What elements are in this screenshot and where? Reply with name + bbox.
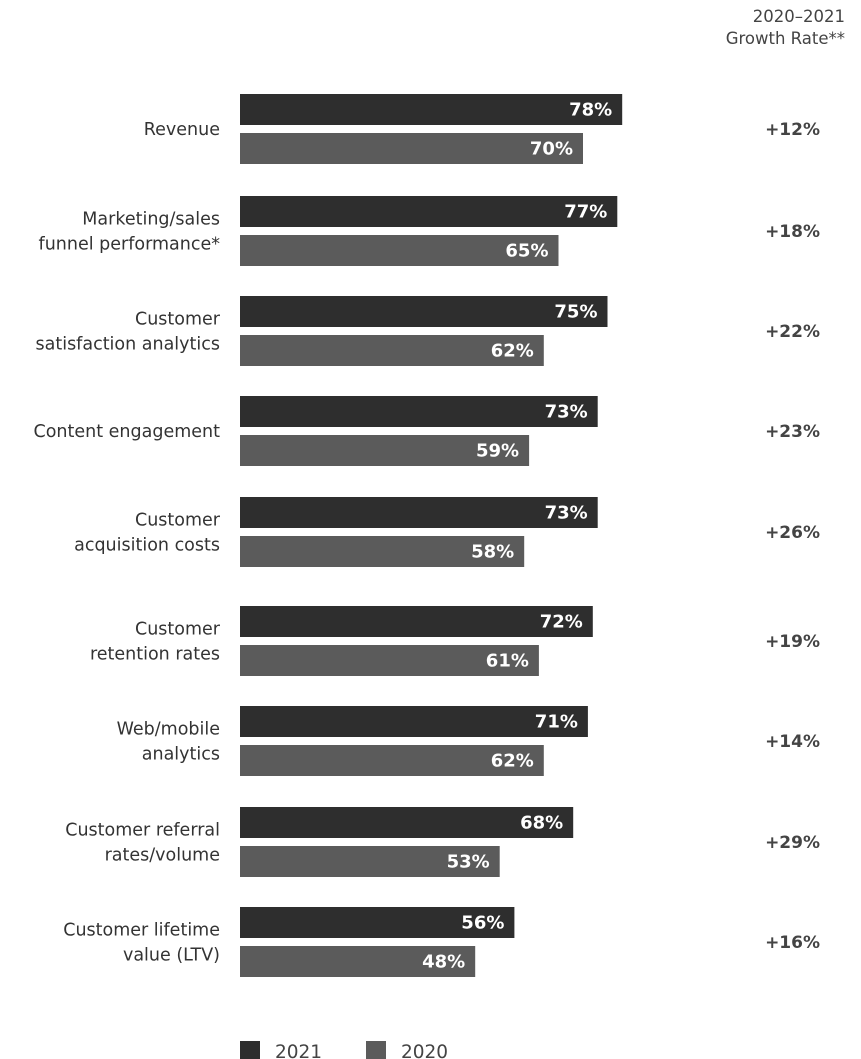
data-label: 65%: [505, 241, 548, 262]
bar-2020: [240, 133, 583, 164]
category-label: Marketing/sales funnel performance*: [39, 210, 221, 255]
category-label: Revenue: [144, 120, 220, 140]
bar-2021: [240, 606, 593, 637]
bar-2020: [240, 536, 525, 567]
data-label: 61%: [486, 651, 529, 672]
growth-rate-value: +12%: [765, 120, 820, 140]
legend-swatch-2020: [366, 1041, 386, 1059]
data-label: 73%: [545, 503, 588, 524]
category-label: Customer lifetime value (LTV): [63, 921, 220, 966]
growth-rate-value: +14%: [765, 732, 820, 752]
data-label: 68%: [520, 813, 563, 834]
data-label: 62%: [491, 341, 534, 362]
data-label: 58%: [471, 542, 514, 563]
data-label: 72%: [540, 612, 583, 633]
bar-2020: [240, 435, 530, 466]
growth-rate-value: +23%: [765, 422, 820, 442]
data-label: 59%: [476, 441, 519, 462]
data-label: 77%: [564, 202, 607, 223]
growth-rate-value: +19%: [765, 632, 820, 652]
growth-rate-header: 2020–2021 Growth Rate**: [726, 7, 845, 48]
legend-label: 2020: [401, 1042, 448, 1059]
bar-2020: [240, 645, 539, 676]
data-label: 73%: [545, 402, 588, 423]
data-label: 71%: [535, 712, 578, 733]
bar-2021: [240, 807, 574, 838]
category-label: Content engagement: [34, 422, 221, 442]
bar-2021: [240, 94, 623, 125]
data-label: 75%: [554, 302, 597, 323]
bar-2020: [240, 946, 476, 977]
bar-2021: [240, 907, 515, 938]
bar-2020: [240, 846, 500, 877]
bar-2021: [240, 396, 598, 427]
legend-swatch-2021: [240, 1041, 260, 1059]
bar-2020: [240, 235, 559, 266]
category-label: Web/mobile analytics: [117, 720, 220, 765]
data-label: 53%: [447, 852, 490, 873]
bar-2021: [240, 296, 608, 327]
growth-rate-value: +18%: [765, 222, 820, 242]
growth-rate-value: +29%: [765, 833, 820, 853]
growth-rate-value: +26%: [765, 523, 820, 543]
category-label: Customer satisfaction analytics: [36, 310, 221, 355]
bar-2021: [240, 706, 588, 737]
data-label: 70%: [530, 139, 573, 160]
legend-label: 2021: [275, 1042, 322, 1059]
bar-2021: [240, 497, 598, 528]
bar-2020: [240, 335, 544, 366]
bar-2021: [240, 196, 618, 227]
category-label: Customer retention rates: [90, 620, 221, 665]
growth-rate-value: +16%: [765, 933, 820, 953]
data-label: 62%: [491, 751, 534, 772]
data-label: 48%: [422, 952, 465, 973]
data-label: 78%: [569, 100, 612, 121]
category-label: Customer acquisition costs: [74, 511, 221, 556]
growth-rate-value: +22%: [765, 322, 820, 342]
category-label: Customer referral rates/volume: [65, 821, 220, 866]
data-label: 56%: [461, 913, 504, 934]
bar-2020: [240, 745, 544, 776]
